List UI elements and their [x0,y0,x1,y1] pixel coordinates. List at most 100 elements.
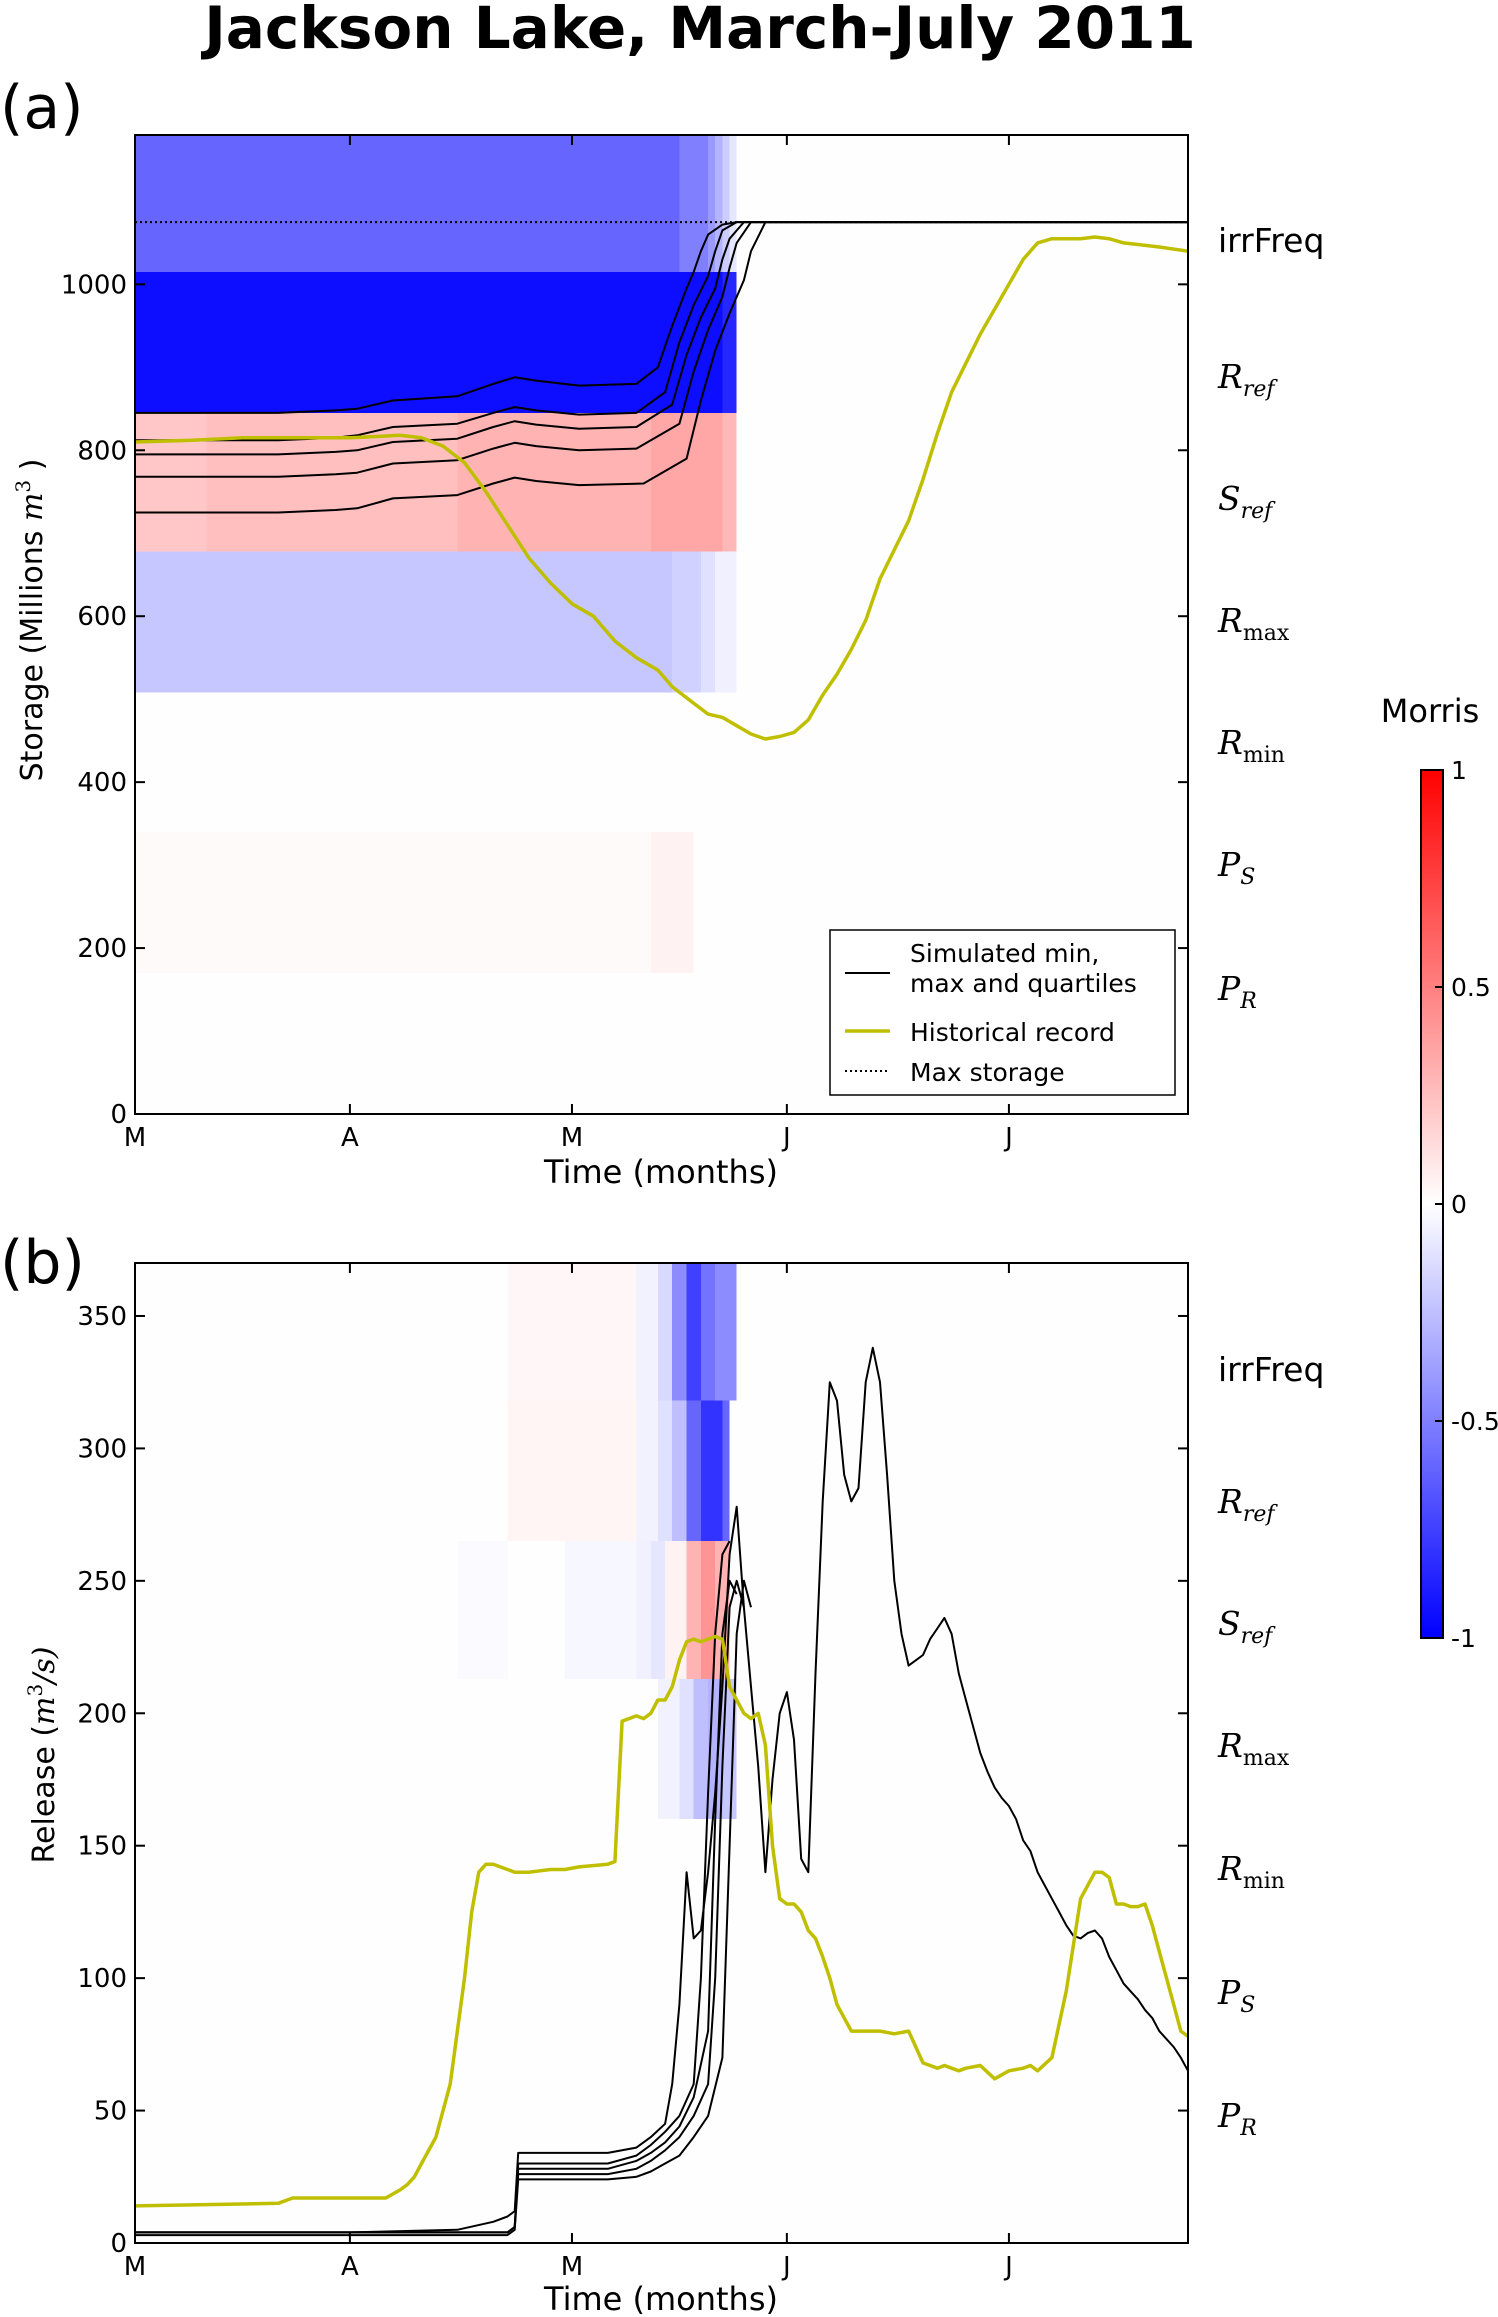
panel-a-xlabel: Time (months) [543,1153,778,1191]
parameter-label: Rmax [1217,601,1290,646]
y-tick-label: 0 [110,1100,127,1130]
parameter-label: irrFreq [1218,1350,1324,1389]
heatmap-cell-irrfreq [722,135,730,272]
panel-b-xlabel: Time (months) [543,2280,778,2317]
plot-frame [134,1262,1189,2244]
heatmap-cell-irrfreq [657,1263,673,1401]
series-simulated-4 [135,221,1188,514]
panel-b-ylabel-var: m [27,1697,62,1725]
heatmap-cell-irrfreq [636,1263,658,1401]
y-tick-label: 100 [77,1964,127,1994]
figure-title: Jackson Lake, March-July 2011 [200,0,1196,62]
parameter-label: Rref [1217,1482,1278,1527]
heatmap-cell-s-ref [650,1541,666,1679]
parameter-label: Rmin [1217,723,1285,768]
y-tick-label: 800 [77,436,127,466]
heatmap-cell-irrfreq [686,1263,701,1401]
y-tick-label: 200 [77,1699,127,1729]
heatmap-cell-irrfreq [708,135,716,272]
panel-a-ylabel-text: Storage (Millions [15,521,50,781]
heatmap-cell-s-ref [564,1541,637,1679]
panel-a-ylabel-var: m [15,493,50,521]
parameter-label: Rmin [1217,1849,1285,1894]
parameter-label: Sref [1218,479,1276,524]
series-historical-record [134,1634,1190,2208]
legend-label: Simulated min, [910,939,1099,968]
heatmap-cell-r-max [135,551,673,693]
heatmap-cell-r-max [672,551,701,693]
parameter-label: PR [1217,969,1257,1014]
y-tick-label: 150 [77,1832,127,1862]
heatmap-cell-irrfreq [729,135,737,272]
series-simulated-4 [135,1579,752,2237]
panel-b-ylabel-sup: 3 [23,1684,47,1697]
parameter-label: PS [1217,1973,1255,2018]
heatmap-cell-r-ref [672,1400,687,1542]
heatmap-cell-s-ref [206,412,458,552]
y-tick-label: 400 [77,768,127,798]
parameter-label: PR [1217,2096,1257,2141]
series-simulated-0 [135,1346,1189,2234]
heatmap-cell-r-max [679,1678,694,1820]
heatmap-cell-r-max [700,551,716,693]
heatmap-cell-s-ref [457,1541,508,1679]
heatmap-cell-irrfreq [679,135,709,272]
colorbar-tick-label: 0.5 [1451,973,1491,1002]
y-tick-label: 200 [77,934,127,964]
x-tick-label: J [781,1123,791,1153]
heatmap-cell-r-ref [135,271,723,413]
heatmap-cell-r-ref [700,1400,723,1542]
legend-label: Historical record [910,1018,1115,1047]
y-tick-label: 250 [77,1567,127,1597]
heatmap-cell-p-s [135,831,651,973]
legend-label: Max storage [910,1058,1065,1087]
x-tick-label: M [124,1123,146,1153]
heatmap-cell-irrfreq [135,135,680,272]
colorbar-tick-label: -0.5 [1451,1407,1498,1436]
x-tick-label: M [561,2252,583,2282]
heatmap-cell-r-ref [722,271,737,413]
x-tick-label: J [1003,1123,1013,1153]
x-tick-label: M [124,2252,146,2282]
x-tick-label: A [341,1123,359,1153]
y-tick-label: 0 [110,2229,127,2259]
legend-box [829,929,1176,1096]
panel-b-ylabel-end: /s) [27,1647,62,1687]
heatmap-cell-s-ref [686,1541,701,1679]
panel-b-ylabel: Release (m3/s) [23,1647,62,1864]
heatmap-cell-r-ref [657,1400,673,1542]
heatmap-cell-p-s [650,831,694,973]
panel-a-ylabel-sup: 3 [11,480,35,493]
y-tick-label: 1000 [61,270,127,300]
legend-label: max and quartiles [910,969,1137,998]
y-tick-label: 350 [77,1302,127,1332]
heatmap-cell-irrfreq [700,1263,716,1401]
x-tick-label: J [781,2252,791,2282]
heatmap-cell-r-max [693,1678,709,1820]
x-tick-label: M [561,1123,583,1153]
colorbar-label: Morris [1381,692,1480,730]
panel-b-label: (b) [0,1228,85,1298]
heatmap-cell-irrfreq [715,135,723,272]
y-tick-label: 50 [94,2097,127,2127]
heatmap-cell-r-max [715,551,737,693]
colorbar-tick-label: 0 [1451,1190,1467,1219]
parameter-label: Sref [1218,1604,1276,1649]
heatmap-cell-s-ref [636,1541,651,1679]
legend: Simulated min, max and quartiles Historic… [829,929,1176,1096]
series-simulated-2 [135,221,1188,456]
panel-a-label: (a) [0,73,84,143]
x-tick-label: A [341,2252,359,2282]
parameter-label: Rmax [1217,1726,1290,1771]
colorbar-tick-label: 1 [1451,756,1467,785]
panel-a-ylabel: Storage (Millions m3 ) [11,459,50,782]
heatmap-cell-irrfreq [672,1263,687,1401]
colorbar-ticks: 1 0.5 0 -0.5 -1 [1435,756,1498,1653]
heatmap-cell-irrfreq [715,1263,737,1401]
panel-b-ylabel-text: Release ( [27,1725,62,1863]
series-simulated-3 [135,1579,745,2234]
heatmap-cell-irrfreq [507,1263,637,1401]
